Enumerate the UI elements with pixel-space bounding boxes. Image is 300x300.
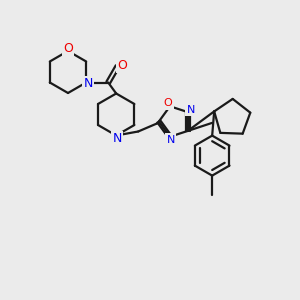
Text: N: N	[167, 135, 175, 145]
Text: O: O	[118, 59, 128, 72]
Text: O: O	[164, 98, 172, 108]
Text: O: O	[63, 41, 73, 55]
Text: N: N	[112, 132, 122, 145]
Text: N: N	[187, 105, 195, 115]
Text: N: N	[83, 77, 93, 90]
